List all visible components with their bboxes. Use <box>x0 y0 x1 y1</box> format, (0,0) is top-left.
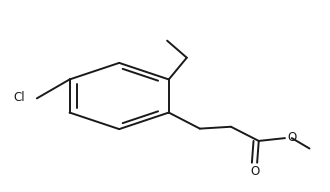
Text: O: O <box>287 131 296 144</box>
Text: O: O <box>250 165 259 178</box>
Text: Cl: Cl <box>14 91 25 104</box>
